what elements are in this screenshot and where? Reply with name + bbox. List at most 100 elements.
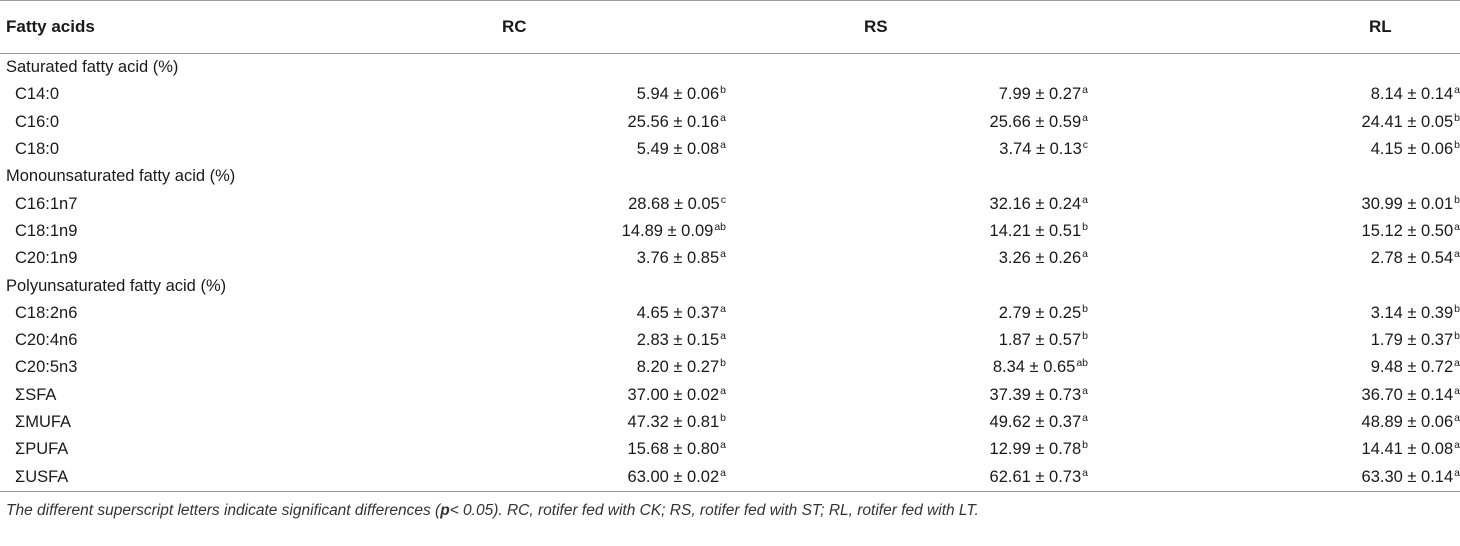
table-row: ΣUSFA 63.00 ± 0.02a 62.61 ± 0.73a 63.30 ± 0… [0, 463, 1460, 492]
footnote-text-before: The different superscript letters indica… [6, 501, 441, 519]
significance-superscript: b [1082, 220, 1088, 233]
cell-rc: 3.76 ± 0.85a [386, 245, 756, 272]
cell-value: 48.89 ± 0.06 [1361, 413, 1454, 431]
cell-rs: 7.99 ± 0.27a [756, 81, 1136, 108]
cell-rl: 9.48 ± 0.72a [1136, 354, 1460, 381]
cell-value: 4.65 ± 0.37 [636, 303, 720, 322]
significance-superscript: b [1454, 302, 1460, 315]
cell-rl: 4.15 ± 0.06b [1136, 136, 1460, 163]
cell-value: 24.41 ± 0.05 [1361, 112, 1454, 131]
cell-rs: 62.61 ± 0.73a [756, 463, 1136, 492]
fatty-acid-table-container: Fatty acids RC RS RL Saturated fatty aci… [0, 0, 1460, 519]
row-label: C18:2n6 [15, 303, 78, 322]
cell-value: 62.61 ± 0.73 [989, 467, 1082, 486]
cell-rs: 25.66 ± 0.59a [756, 109, 1136, 136]
significance-superscript: a [1082, 193, 1088, 206]
header-rs: RS [756, 0, 1136, 54]
cell-value: 14.41 ± 0.08 [1361, 440, 1454, 459]
significance-superscript: c [1082, 139, 1088, 152]
cell-value: 14.89 ± 0.09 [621, 221, 714, 240]
cell-rs: 32.16 ± 0.24a [756, 190, 1136, 217]
significance-superscript: a [1454, 84, 1460, 97]
cell-rc: 15.68 ± 0.80a [386, 436, 756, 463]
cell-rc: 2.83 ± 0.15a [386, 327, 756, 354]
header-fatty-acids: Fatty acids [0, 0, 386, 54]
cell-rc: 5.94 ± 0.06b [386, 81, 756, 108]
cell-value: 32.16 ± 0.24 [989, 194, 1082, 213]
section-row: Monounsaturated fatty acid (%) [0, 163, 1460, 190]
header-row: Fatty acids RC RS RL [0, 0, 1460, 54]
cell-value: 49.62 ± 0.37 [989, 413, 1082, 431]
cell-value: 25.56 ± 0.16 [627, 112, 720, 131]
cell-rs: 3.74 ± 0.13c [756, 136, 1136, 163]
significance-superscript: b [1082, 439, 1088, 452]
cell-value: 9.48 ± 0.72 [1370, 358, 1454, 377]
row-label: ΣUSFA [0, 463, 386, 492]
row-label: C18:0 [15, 140, 60, 159]
cell-value: 36.70 ± 0.14 [1361, 385, 1454, 404]
significance-superscript: a [1454, 466, 1460, 479]
cell-value: 1.79 ± 0.37 [1370, 331, 1454, 350]
table-row: C20:4n6 2.83 ± 0.15a 1.87 ± 0.57b 1.79 ± 0.… [0, 327, 1460, 354]
cell-rc: 14.89 ± 0.09ab [386, 218, 756, 245]
cell-value: 4.15 ± 0.06 [1370, 140, 1454, 159]
cell-value: 37.39 ± 0.73 [989, 385, 1082, 404]
significance-superscript: ab [1076, 357, 1088, 370]
significance-superscript: a [1454, 248, 1460, 261]
table-row: C18:0 5.49 ± 0.08a 3.74 ± 0.13c 4.15 ± 0.06… [0, 136, 1460, 163]
row-label: C14:0 [15, 85, 60, 104]
cell-value: 3.74 ± 0.13 [999, 140, 1082, 159]
significance-superscript: b [1454, 330, 1460, 343]
significance-superscript: a [1454, 412, 1460, 424]
cell-value: 2.78 ± 0.54 [1370, 249, 1454, 268]
cell-rc: 28.68 ± 0.05c [386, 190, 756, 217]
cell-value: 2.83 ± 0.15 [636, 331, 720, 350]
table-row: ΣMUFA 47.32 ± 0.81b 49.62 ± 0.37a 48.89 ± 0… [0, 409, 1460, 436]
footnote-text-after: < 0.05). RC, rotifer fed with CK; RS, ro… [449, 501, 979, 519]
row-label: C20:4n6 [15, 331, 78, 350]
significance-superscript: b [720, 412, 726, 424]
cell-rs: 12.99 ± 0.78b [756, 436, 1136, 463]
row-label: C20:5n3 [15, 358, 78, 377]
cell-value: 63.30 ± 0.14 [1361, 467, 1454, 486]
section-label: Polyunsaturated fatty acid (%) [6, 276, 227, 295]
cell-value: 5.94 ± 0.06 [636, 85, 720, 104]
table-row: C18:1n9 14.89 ± 0.09ab 14.21 ± 0.51b 15.12 … [0, 218, 1460, 245]
cell-rc: 8.20 ± 0.27b [386, 354, 756, 381]
cell-rl: 24.41 ± 0.05b [1136, 109, 1460, 136]
significance-superscript: a [720, 384, 726, 397]
significance-superscript: a [1082, 412, 1088, 424]
significance-superscript: b [720, 84, 726, 97]
section-row: Polyunsaturated fatty acid (%) [0, 272, 1460, 299]
significance-superscript: a [720, 466, 726, 479]
footnote-p-symbol: p [440, 501, 450, 519]
table-row: ΣPUFA 15.68 ± 0.80a 12.99 ± 0.78b 14.41 ± 0… [0, 436, 1460, 463]
cell-value: 28.68 ± 0.05 [628, 194, 720, 213]
significance-superscript: a [1082, 248, 1088, 261]
significance-superscript: a [720, 302, 726, 315]
significance-superscript: a [720, 139, 726, 152]
cell-rl: 15.12 ± 0.50a [1136, 218, 1460, 245]
row-label: ΣSFA [15, 385, 57, 404]
cell-value: 3.76 ± 0.85 [636, 249, 720, 268]
cell-value: 14.21 ± 0.51 [989, 221, 1082, 240]
significance-superscript: a [1454, 357, 1460, 370]
row-label: C16:0 [15, 112, 60, 131]
significance-superscript: b [1454, 193, 1460, 206]
section-label: Monounsaturated fatty acid (%) [6, 167, 236, 186]
cell-value: 3.26 ± 0.26 [998, 249, 1082, 268]
significance-superscript: a [1454, 220, 1460, 233]
cell-value: 15.68 ± 0.80 [627, 440, 720, 459]
cell-rs: 3.26 ± 0.26a [756, 245, 1136, 272]
row-label: C16:1n7 [15, 194, 78, 213]
cell-value: 15.12 ± 0.50 [1361, 221, 1454, 240]
significance-superscript: b [720, 357, 726, 370]
table-row: C14:0 5.94 ± 0.06b 7.99 ± 0.27a 8.14 ± 0.14… [0, 81, 1460, 108]
significance-superscript: a [1082, 466, 1088, 479]
cell-rl: 63.30 ± 0.14a [1136, 463, 1460, 492]
cell-rs: 1.87 ± 0.57b [756, 327, 1136, 354]
cell-rc: 37.00 ± 0.02a [386, 382, 756, 409]
section-label: Saturated fatty acid (%) [6, 58, 179, 77]
cell-rl: 1.79 ± 0.37b [1136, 327, 1460, 354]
cell-rs: 14.21 ± 0.51b [756, 218, 1136, 245]
